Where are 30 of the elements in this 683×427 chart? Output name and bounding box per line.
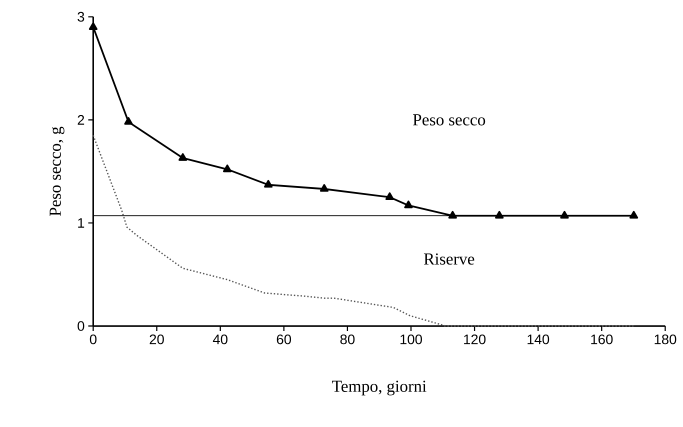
point: [222, 164, 232, 172]
x-tick-label: 40: [212, 334, 228, 344]
y-tick-label: 1: [78, 218, 84, 228]
x-tick-label: 120: [464, 334, 486, 344]
x-tick-label: 80: [340, 334, 355, 344]
x-tick-label: 100: [400, 334, 422, 344]
annotation: Peso secco: [412, 114, 486, 126]
y-axis-title: Peso secco, g: [50, 126, 64, 216]
y-tick-label: 2: [78, 115, 84, 125]
x-tick-label: 180: [654, 334, 676, 344]
y-tick-label: 3: [78, 12, 84, 22]
x-tick-label: 20: [150, 334, 164, 344]
point: [385, 192, 394, 200]
point: [124, 117, 133, 125]
point: [178, 153, 188, 161]
point: [495, 210, 504, 219]
point: [560, 210, 569, 219]
point: [88, 22, 98, 30]
point: [404, 200, 413, 208]
x-tick-label: 60: [276, 334, 292, 344]
x-tick-label: 160: [591, 334, 613, 344]
y-tick-label: 0: [78, 321, 84, 332]
point: [629, 210, 638, 219]
x-tick-label: 140: [528, 334, 550, 344]
point: [320, 184, 329, 192]
point: [448, 210, 457, 219]
point: [264, 180, 273, 188]
x-axis-title: Tempo, giorni: [332, 380, 426, 396]
x-tick-label: 0: [90, 334, 97, 344]
annotation: Riserve: [424, 253, 474, 265]
